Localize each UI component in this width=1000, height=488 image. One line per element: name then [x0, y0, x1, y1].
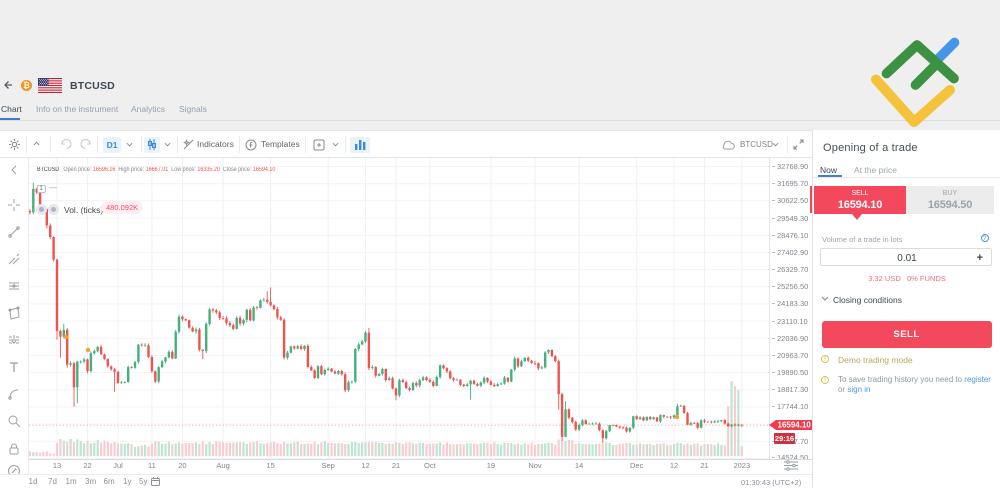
svg-text:16594.10: 16594.10: [778, 420, 812, 429]
